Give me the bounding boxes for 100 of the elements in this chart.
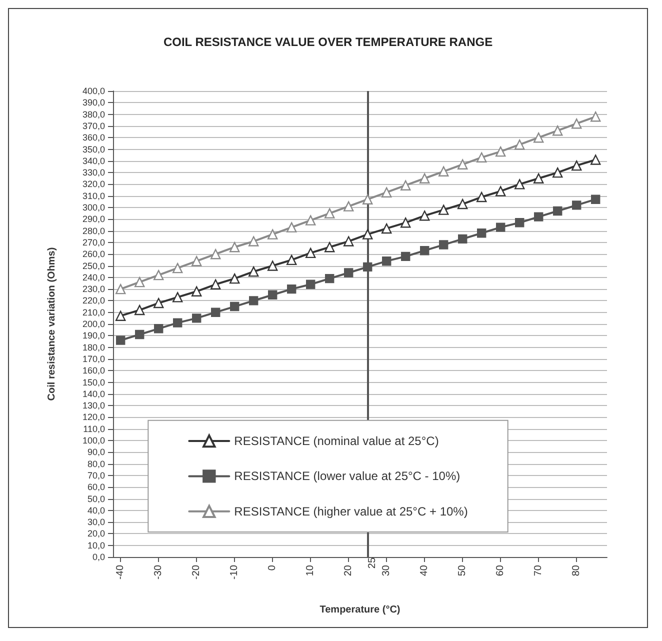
point — [477, 228, 486, 238]
point — [590, 112, 601, 122]
x-axis-title: Temperature (°C) — [320, 604, 400, 616]
y-tick-label: 280,0 — [82, 226, 105, 236]
point — [438, 204, 449, 215]
point — [135, 330, 144, 340]
y-tick-label: 110,0 — [83, 424, 105, 434]
point — [476, 192, 487, 202]
point — [154, 324, 164, 334]
y-tick-label: 200,0 — [82, 319, 105, 329]
point — [553, 206, 562, 216]
point — [572, 118, 582, 129]
point — [248, 236, 259, 246]
y-tick-label: 380,0 — [82, 109, 105, 120]
y-tick-label: 220,0 — [82, 296, 105, 306]
x-tick-label: 70 — [533, 564, 544, 576]
x-tick-label: -10 — [229, 564, 240, 580]
y-tick-label: 130,0 — [82, 400, 105, 411]
y-tick-label: 90,0 — [87, 447, 105, 458]
point — [515, 218, 524, 228]
legend-label: RESISTANCE (nominal value at 25°C) — [234, 434, 439, 448]
y-tick-label: 230,0 — [82, 284, 105, 294]
point — [382, 223, 392, 234]
y-tick-label: 370,0 — [82, 120, 105, 131]
point — [173, 318, 182, 328]
point — [400, 218, 411, 228]
point — [458, 234, 468, 244]
point — [286, 254, 297, 266]
point — [230, 302, 240, 312]
point — [192, 314, 202, 323]
point — [476, 152, 487, 163]
y-tick-label: 400,0 — [82, 86, 105, 96]
point — [287, 284, 296, 294]
ref-line-label: 25 — [367, 557, 378, 569]
y-tick-label: 0,0 — [92, 552, 105, 562]
y-tick-label: 350,0 — [82, 144, 105, 154]
point — [268, 290, 278, 300]
point — [268, 229, 278, 240]
point — [286, 222, 297, 232]
y-tick-label: 140,0 — [82, 388, 105, 399]
y-axis-title: Coil resistance variation (Ohms) — [46, 247, 58, 401]
point — [134, 276, 145, 288]
y-tick-label: 190,0 — [82, 330, 105, 341]
point — [230, 242, 240, 252]
y-tick-label: 160,0 — [82, 366, 105, 376]
y-tick-label: 180,0 — [82, 342, 105, 352]
point — [344, 236, 354, 246]
point — [248, 266, 259, 277]
point — [552, 167, 563, 178]
point — [116, 310, 126, 321]
point — [439, 240, 448, 250]
point — [534, 132, 544, 143]
x-tick-label: 20 — [343, 564, 354, 576]
point — [496, 222, 506, 232]
x-tick-label: 40 — [419, 564, 430, 576]
point — [116, 336, 126, 345]
y-tick-label: 300,0 — [82, 202, 105, 212]
point — [496, 186, 506, 196]
x-tick-label: 80 — [571, 564, 582, 576]
point — [172, 292, 183, 302]
chart-title: COIL RESISTANCE VALUE OVER TEMPERATURE RANGE — [163, 35, 493, 49]
point — [514, 179, 525, 190]
y-tick-label: 290,0 — [82, 214, 105, 224]
point — [324, 242, 335, 252]
x-tick-label: 0 — [267, 564, 278, 571]
point — [362, 229, 373, 240]
y-tick-label: 10,0 — [87, 540, 105, 550]
y-tick-label: 250,0 — [82, 260, 105, 271]
point — [324, 208, 335, 218]
point — [382, 256, 392, 266]
y-tick-label: 210,0 — [82, 307, 105, 318]
point — [192, 256, 202, 266]
y-tick-label: 30,0 — [87, 517, 105, 528]
point — [268, 260, 278, 271]
point — [401, 252, 410, 262]
point — [552, 126, 563, 136]
y-tick-label: 270,0 — [82, 237, 105, 248]
x-tick-label: -20 — [191, 564, 202, 580]
x-tick-label: 30 — [381, 564, 392, 576]
point — [363, 262, 372, 272]
y-tick-label: 320,0 — [82, 179, 105, 190]
point — [534, 173, 544, 184]
point — [344, 201, 354, 212]
x-tick-label: 60 — [495, 564, 506, 576]
point — [210, 279, 221, 290]
point — [249, 296, 258, 306]
point — [362, 194, 373, 204]
point — [420, 173, 430, 184]
point — [344, 268, 354, 278]
y-tick-label: 70,0 — [87, 470, 105, 480]
point — [496, 146, 506, 157]
y-tick-label: 390,0 — [82, 98, 105, 108]
y-tick-label: 340,0 — [82, 156, 105, 166]
point — [134, 304, 145, 316]
legend-label: RESISTANCE (lower value at 25°C - 10%) — [234, 469, 460, 484]
y-tick-label: 260,0 — [82, 249, 105, 260]
x-tick-label: -30 — [153, 564, 164, 580]
point — [534, 212, 544, 222]
point — [458, 198, 468, 210]
point — [514, 139, 525, 150]
